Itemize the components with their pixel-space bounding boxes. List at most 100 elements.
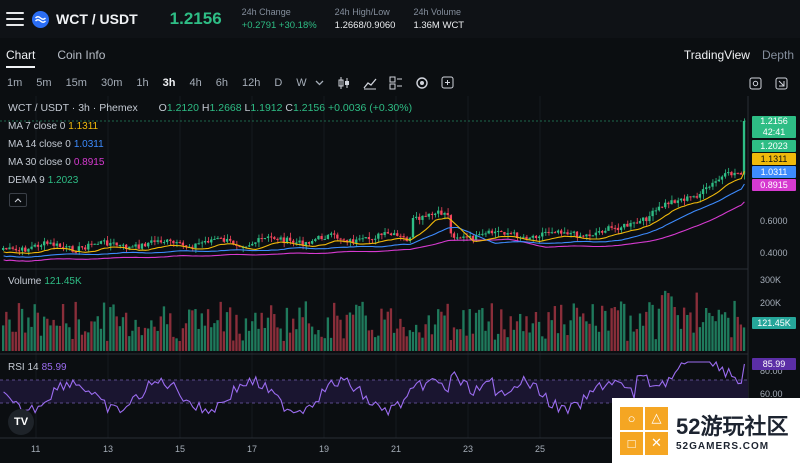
candle-body — [288, 237, 292, 241]
stat-label: 24h High/Low — [334, 7, 390, 17]
volume-bar — [705, 308, 708, 351]
candle-body — [604, 230, 607, 233]
candle-body — [566, 232, 569, 235]
volume-bar — [585, 321, 588, 351]
pair-title[interactable]: WCT / USDT — [56, 11, 138, 27]
fullscreen-icon[interactable] — [774, 76, 788, 90]
candle-type-icon[interactable] — [337, 76, 351, 90]
chart-toolbar: 1m 5m 15m 30m 1h 3h 4h 6h 12h D W — [0, 72, 800, 94]
ohlc-open: 1.2120 — [166, 102, 199, 114]
candle-body — [147, 242, 150, 247]
collapse-icon[interactable] — [9, 193, 27, 207]
volume-bar — [269, 305, 273, 351]
date-axis-label: 23 — [463, 444, 474, 454]
tab-coin-info[interactable]: Coin Info — [57, 48, 106, 62]
date-axis-label: 11 — [31, 444, 41, 454]
volume-bar — [550, 320, 553, 351]
tab-depth[interactable]: Depth — [761, 48, 794, 62]
volume-bar — [361, 301, 364, 351]
candle-body — [24, 247, 27, 252]
view-tabs: Chart Coin Info TradingView Depth — [0, 40, 800, 70]
settings-icon[interactable] — [415, 76, 429, 90]
candle-body — [314, 239, 317, 241]
volume-bar — [96, 316, 99, 351]
volume-bar — [162, 306, 166, 351]
timeframe-30m[interactable]: 30m — [100, 77, 123, 89]
candle-body — [720, 176, 724, 180]
candle-body — [689, 196, 692, 198]
price-chart[interactable]: WCT / USDT · 3h · Phemex O1.2120 H1.2668… — [0, 96, 800, 463]
candle-body — [660, 206, 664, 208]
volume-bar — [14, 331, 17, 351]
volume-tag: 121.45K — [752, 317, 796, 329]
menu-icon[interactable] — [6, 12, 24, 26]
timeframe-12h[interactable]: 12h — [241, 77, 261, 89]
candle-body — [427, 213, 430, 217]
candle-body — [478, 234, 481, 236]
candle-body — [692, 196, 695, 198]
volume-bar — [292, 318, 295, 351]
candle-body — [424, 215, 427, 217]
candle-body — [203, 241, 207, 243]
candle-body — [282, 237, 285, 243]
timeframe-4h[interactable]: 4h — [189, 77, 202, 89]
volume-bar — [623, 303, 626, 351]
volume-bar — [386, 311, 389, 351]
candle-body — [657, 206, 661, 211]
candle-body — [184, 245, 188, 248]
candle-body — [301, 240, 304, 246]
volume-bar — [128, 336, 131, 351]
legend-label: Volume — [8, 276, 42, 287]
candle-body — [528, 237, 531, 240]
volume-bar — [150, 320, 153, 351]
volume-bar — [714, 321, 717, 351]
volume-bar — [238, 333, 241, 351]
volume-bar — [206, 309, 210, 351]
volume-bar — [723, 312, 727, 351]
volume-bar — [471, 333, 475, 351]
candle-body — [506, 233, 509, 235]
date-axis-label: 15 — [175, 444, 186, 454]
candle-body — [537, 236, 541, 239]
volume-bar — [465, 335, 468, 351]
volume-bar — [61, 304, 65, 351]
volume-bar — [544, 338, 547, 351]
tab-chart[interactable]: Chart — [0, 40, 41, 70]
volume-bar — [736, 316, 739, 351]
chevron-down-icon[interactable] — [313, 76, 327, 90]
tradingview-logo-icon[interactable]: TV — [8, 409, 34, 435]
last-price-tag: 1.2156 42:41 — [752, 116, 796, 138]
volume-bar — [213, 323, 216, 351]
timeframe-1m[interactable]: 1m — [7, 77, 23, 89]
timeframe-15m[interactable]: 15m — [65, 77, 87, 89]
ohlc-high-label: H — [201, 102, 210, 114]
candle-body — [462, 236, 465, 238]
candle-body — [421, 215, 424, 220]
compare-icon[interactable] — [389, 76, 403, 90]
candle-body — [17, 250, 21, 252]
candle-body — [355, 239, 358, 244]
volume-bar — [742, 327, 746, 351]
volume-bar — [399, 318, 402, 351]
screenshot-icon[interactable] — [748, 76, 762, 90]
indicator-icon[interactable] — [363, 76, 377, 90]
candle-body — [383, 232, 386, 236]
candle-body — [285, 237, 289, 243]
candle-body — [298, 240, 301, 243]
candle-body — [623, 223, 626, 228]
chart-canvas[interactable] — [0, 96, 800, 463]
timeframe-w[interactable]: W — [296, 77, 307, 89]
candle-body — [244, 246, 248, 248]
timeframe-5m[interactable]: 5m — [36, 77, 52, 89]
tab-tradingview[interactable]: TradingView — [683, 48, 750, 62]
timeframe-1h[interactable]: 1h — [136, 77, 149, 89]
timeframe-d[interactable]: D — [274, 77, 283, 89]
volume-bar — [578, 316, 582, 351]
candle-body — [727, 172, 730, 174]
candle-body — [263, 238, 267, 240]
volume-bar — [474, 312, 478, 351]
add-alert-icon[interactable] — [441, 76, 455, 90]
timeframe-3h[interactable]: 3h — [162, 77, 176, 89]
candle-body — [377, 233, 380, 239]
timeframe-6h[interactable]: 6h — [215, 77, 228, 89]
